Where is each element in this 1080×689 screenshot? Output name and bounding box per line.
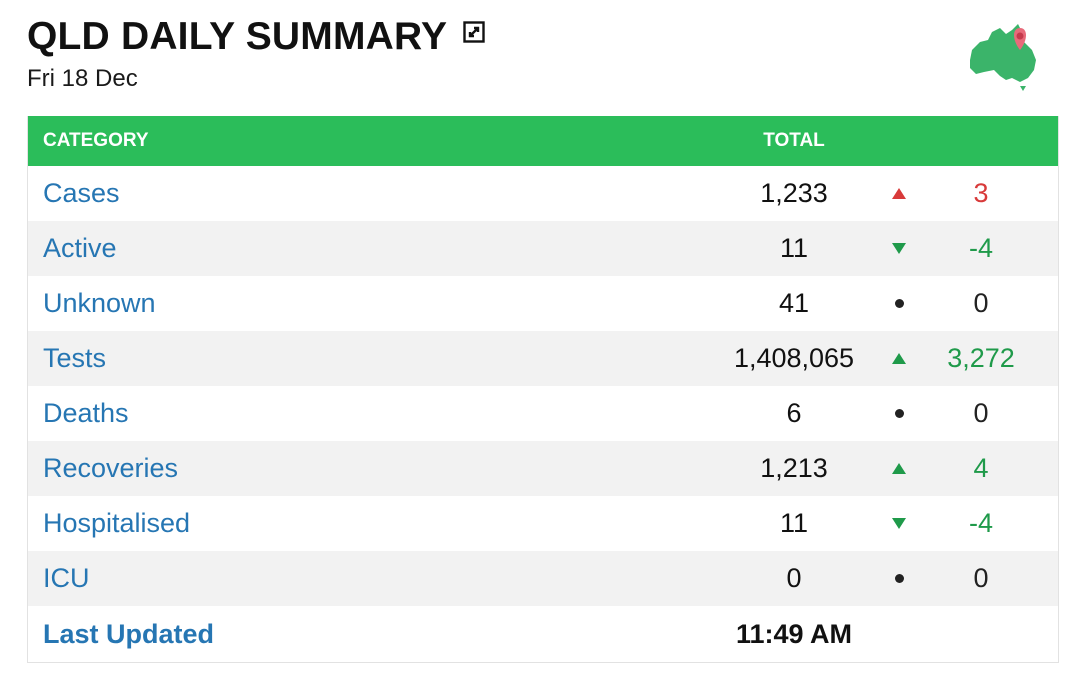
category-link[interactable]: Active [43, 233, 117, 263]
change-value: 0 [973, 398, 989, 428]
last-updated-label: Last Updated [43, 618, 215, 649]
date-label: Fri 18 Dec [27, 65, 138, 92]
page-title: QLD DAILY SUMMARY [27, 15, 448, 58]
table-row: ICU 0 0 [28, 551, 1058, 606]
header: QLD DAILY SUMMARY Fri 18 Dec [27, 14, 485, 94]
total-value: 1,213 [760, 453, 828, 483]
table-row: Cases 1,233 3 [28, 166, 1058, 221]
category-link[interactable]: Hospitalised [43, 508, 191, 538]
summary-table: CATEGORY TOTAL Cases 1,233 3 Active 11 -4 Unkn… [27, 116, 1059, 663]
total-value: 6 [786, 398, 802, 428]
total-value: 1,408,065 [733, 343, 855, 373]
table-row: Recoveries 1,213 4 [28, 441, 1058, 496]
table-row: Unknown 41 0 [28, 276, 1058, 331]
category-link[interactable]: ICU [43, 563, 90, 593]
total-value: 41 [778, 288, 810, 318]
trend-up-icon [884, 331, 914, 386]
trend-up-icon [884, 166, 914, 221]
column-header-category: CATEGORY [43, 130, 149, 151]
total-value: 11 [779, 233, 809, 263]
category-link[interactable]: Unknown [43, 288, 156, 318]
table-row: Tests 1,408,065 3,272 [28, 331, 1058, 386]
australia-map-icon [964, 20, 1042, 94]
table-row: Deaths 6 0 [28, 386, 1058, 441]
category-link[interactable]: Cases [43, 178, 120, 208]
trend-neutral-icon [884, 386, 914, 441]
trend-up-icon [884, 441, 914, 496]
change-value: 4 [973, 453, 989, 483]
change-value: 0 [973, 563, 989, 593]
change-value: -4 [968, 508, 993, 538]
total-value: 11 [779, 508, 809, 538]
last-updated-row: Last Updated 11:49 AM [28, 606, 1058, 662]
expand-icon[interactable] [463, 21, 485, 43]
table-header: CATEGORY TOTAL [28, 116, 1058, 166]
category-link[interactable]: Recoveries [43, 453, 179, 483]
total-value: 0 [786, 563, 802, 593]
trend-down-icon [884, 496, 914, 551]
last-updated-value: 11:49 AM [735, 618, 853, 649]
table-row: Active 11 -4 [28, 221, 1058, 276]
table-row: Hospitalised 11 -4 [28, 496, 1058, 551]
change-value: -4 [968, 233, 993, 263]
change-value: 3,272 [947, 343, 1015, 373]
change-value: 0 [973, 288, 989, 318]
trend-neutral-icon [884, 276, 914, 331]
category-link[interactable]: Deaths [43, 398, 129, 428]
trend-down-icon [884, 221, 914, 276]
change-value: 3 [973, 178, 989, 208]
total-value: 1,233 [760, 178, 828, 208]
column-header-total: TOTAL [763, 130, 825, 151]
trend-neutral-icon [884, 551, 914, 606]
category-link[interactable]: Tests [43, 343, 107, 373]
title-row: QLD DAILY SUMMARY [27, 14, 485, 60]
